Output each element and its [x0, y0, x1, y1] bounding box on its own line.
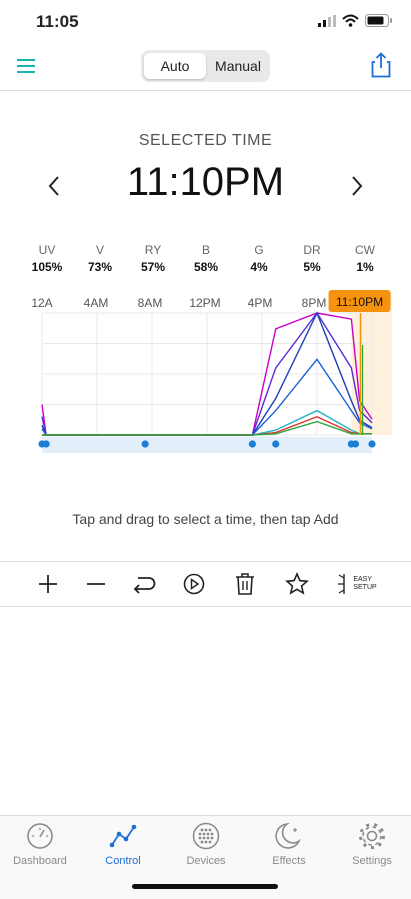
tab-label: Settings — [352, 855, 392, 867]
easy-setup-label: EASY — [353, 576, 373, 583]
keyframe-dot — [351, 440, 360, 448]
tab-label: Dashboard — [13, 855, 67, 867]
mode-segmented-control: Auto Manual — [141, 50, 270, 82]
selected-time-badge-label: 11:10PM — [336, 295, 383, 309]
tab-label: Devices — [186, 855, 226, 867]
tab-devices[interactable]: Devices — [166, 822, 246, 867]
minus-icon — [87, 583, 105, 585]
channel-name: RY — [144, 243, 162, 257]
moon-stars-icon — [275, 822, 301, 849]
keyframe-dot — [42, 440, 50, 448]
selected-time-badge — [328, 290, 391, 312]
time-tick-label: 12PM — [189, 296, 221, 310]
remove-button[interactable] — [82, 570, 110, 598]
channel-value: 58% — [193, 260, 219, 274]
easy-setup-label: SETUP — [353, 584, 377, 591]
channel-value: 105% — [31, 260, 63, 274]
tab-settings[interactable]: Settings — [332, 822, 411, 867]
keyframe-dot — [368, 440, 376, 448]
share-icon[interactable] — [371, 52, 391, 78]
series-line — [42, 420, 372, 436]
time-tick-label: 8PM — [301, 296, 327, 310]
chevron-left-icon[interactable] — [47, 175, 61, 197]
tab-effects[interactable]: Effects — [249, 822, 329, 867]
play-button[interactable] — [180, 570, 208, 598]
dots-grid-icon — [192, 822, 220, 850]
selected-time-title: SELECTED TIME — [138, 132, 273, 149]
channel-value: 4% — [250, 260, 268, 274]
trash-icon — [236, 573, 254, 595]
sun-icon — [338, 574, 346, 594]
channel-name: DR — [303, 243, 321, 257]
action-toolbar: EASY SETUP — [0, 561, 411, 607]
tab-label: Effects — [272, 855, 306, 867]
status-bar: 11:05 — [0, 0, 411, 44]
delete-button[interactable] — [231, 570, 259, 598]
favorite-button[interactable] — [283, 570, 311, 598]
time-tick-label: 4AM — [83, 296, 109, 310]
undo-button[interactable] — [130, 570, 158, 598]
channel-value: 57% — [140, 260, 166, 274]
channel-name: G — [254, 243, 264, 257]
star-icon — [285, 572, 309, 595]
menu-icon[interactable] — [17, 59, 35, 73]
instruction-text: Tap and drag to select a time, then tap … — [72, 511, 339, 527]
add-button[interactable] — [34, 570, 62, 598]
time-tick-label: 8AM — [137, 296, 163, 310]
channel-value: 73% — [87, 260, 113, 274]
channel-name: UV — [38, 243, 56, 257]
plus-icon — [39, 575, 57, 593]
time-tick-label: 4PM — [247, 296, 273, 310]
top-header: Auto Manual — [0, 44, 411, 91]
easy-setup-button[interactable]: EASY SETUP — [335, 570, 379, 598]
keyframe-dot — [141, 440, 149, 448]
undo-icon — [133, 577, 156, 594]
selected-time-value: 11:10PM — [126, 160, 285, 204]
keyframe-dot — [248, 440, 256, 448]
home-indicator — [132, 884, 278, 889]
wifi-icon — [342, 14, 359, 27]
battery-icon — [365, 14, 392, 27]
schedule-chart[interactable]: 11:10PM — [0, 285, 411, 465]
channel-value: 5% — [303, 260, 321, 274]
tab-dashboard[interactable]: Dashboard — [0, 822, 80, 867]
keyframe-dot — [272, 440, 280, 448]
gauge-icon — [27, 823, 53, 849]
play-circle-icon — [183, 573, 205, 595]
chart-line-icon — [109, 824, 137, 848]
tab-label: Control — [105, 855, 141, 867]
channel-name: CW — [355, 243, 375, 257]
status-time: 11:05 — [36, 12, 79, 31]
channel-value: 1% — [356, 260, 374, 274]
tab-control[interactable]: Control — [83, 822, 163, 867]
mode-manual-button[interactable]: Manual — [215, 58, 261, 74]
gear-icon — [359, 823, 385, 849]
channel-name: B — [201, 243, 210, 257]
keyframe-track — [42, 437, 372, 453]
mode-auto-button[interactable]: Auto — [144, 53, 206, 79]
time-tick-label: 12A — [31, 296, 53, 310]
signal-icon — [318, 15, 336, 27]
channel-name: V — [95, 243, 104, 257]
chevron-right-icon[interactable] — [350, 175, 364, 197]
